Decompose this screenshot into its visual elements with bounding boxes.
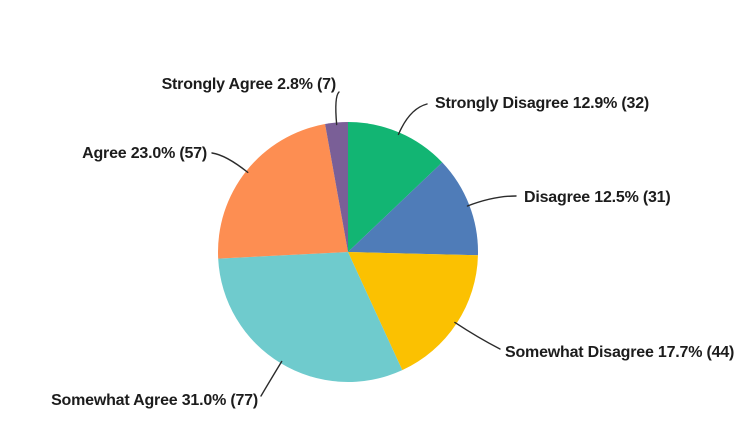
leader-line-strongly-agree: [335, 91, 340, 126]
leader-line-somewhat-agree: [260, 360, 283, 397]
pie-slice-agree: [218, 124, 348, 259]
pie-slices-group: [218, 122, 479, 383]
pie-slice-somewhat-agree: [218, 252, 403, 383]
pie-slice-strongly-agree: [325, 122, 348, 252]
pie-label-strongly-agree: Strongly Agree 2.8% (7): [161, 76, 337, 93]
leader-line-disagree: [466, 195, 517, 207]
leader-line-strongly-disagree: [397, 103, 428, 136]
pie-slice-somewhat-disagree: [348, 252, 478, 371]
leader-line-agree: [211, 152, 249, 174]
pie-label-agree: Agree 23.0% (57): [82, 145, 207, 162]
pie-label-disagree: Disagree 12.5% (31): [524, 189, 671, 206]
pie-slice-disagree: [348, 162, 479, 256]
leader-lines-group: [211, 91, 517, 397]
pie-slice-strongly-disagree: [348, 122, 443, 252]
pie-label-somewhat-agree: Somewhat Agree 31.0% (77): [51, 392, 258, 409]
leader-line-somewhat-disagree: [454, 321, 501, 350]
pie-label-somewhat-disagree: Somewhat Disagree 17.7% (44): [505, 344, 735, 361]
pie-label-strongly-disagree: Strongly Disagree 12.9% (32): [435, 95, 650, 112]
